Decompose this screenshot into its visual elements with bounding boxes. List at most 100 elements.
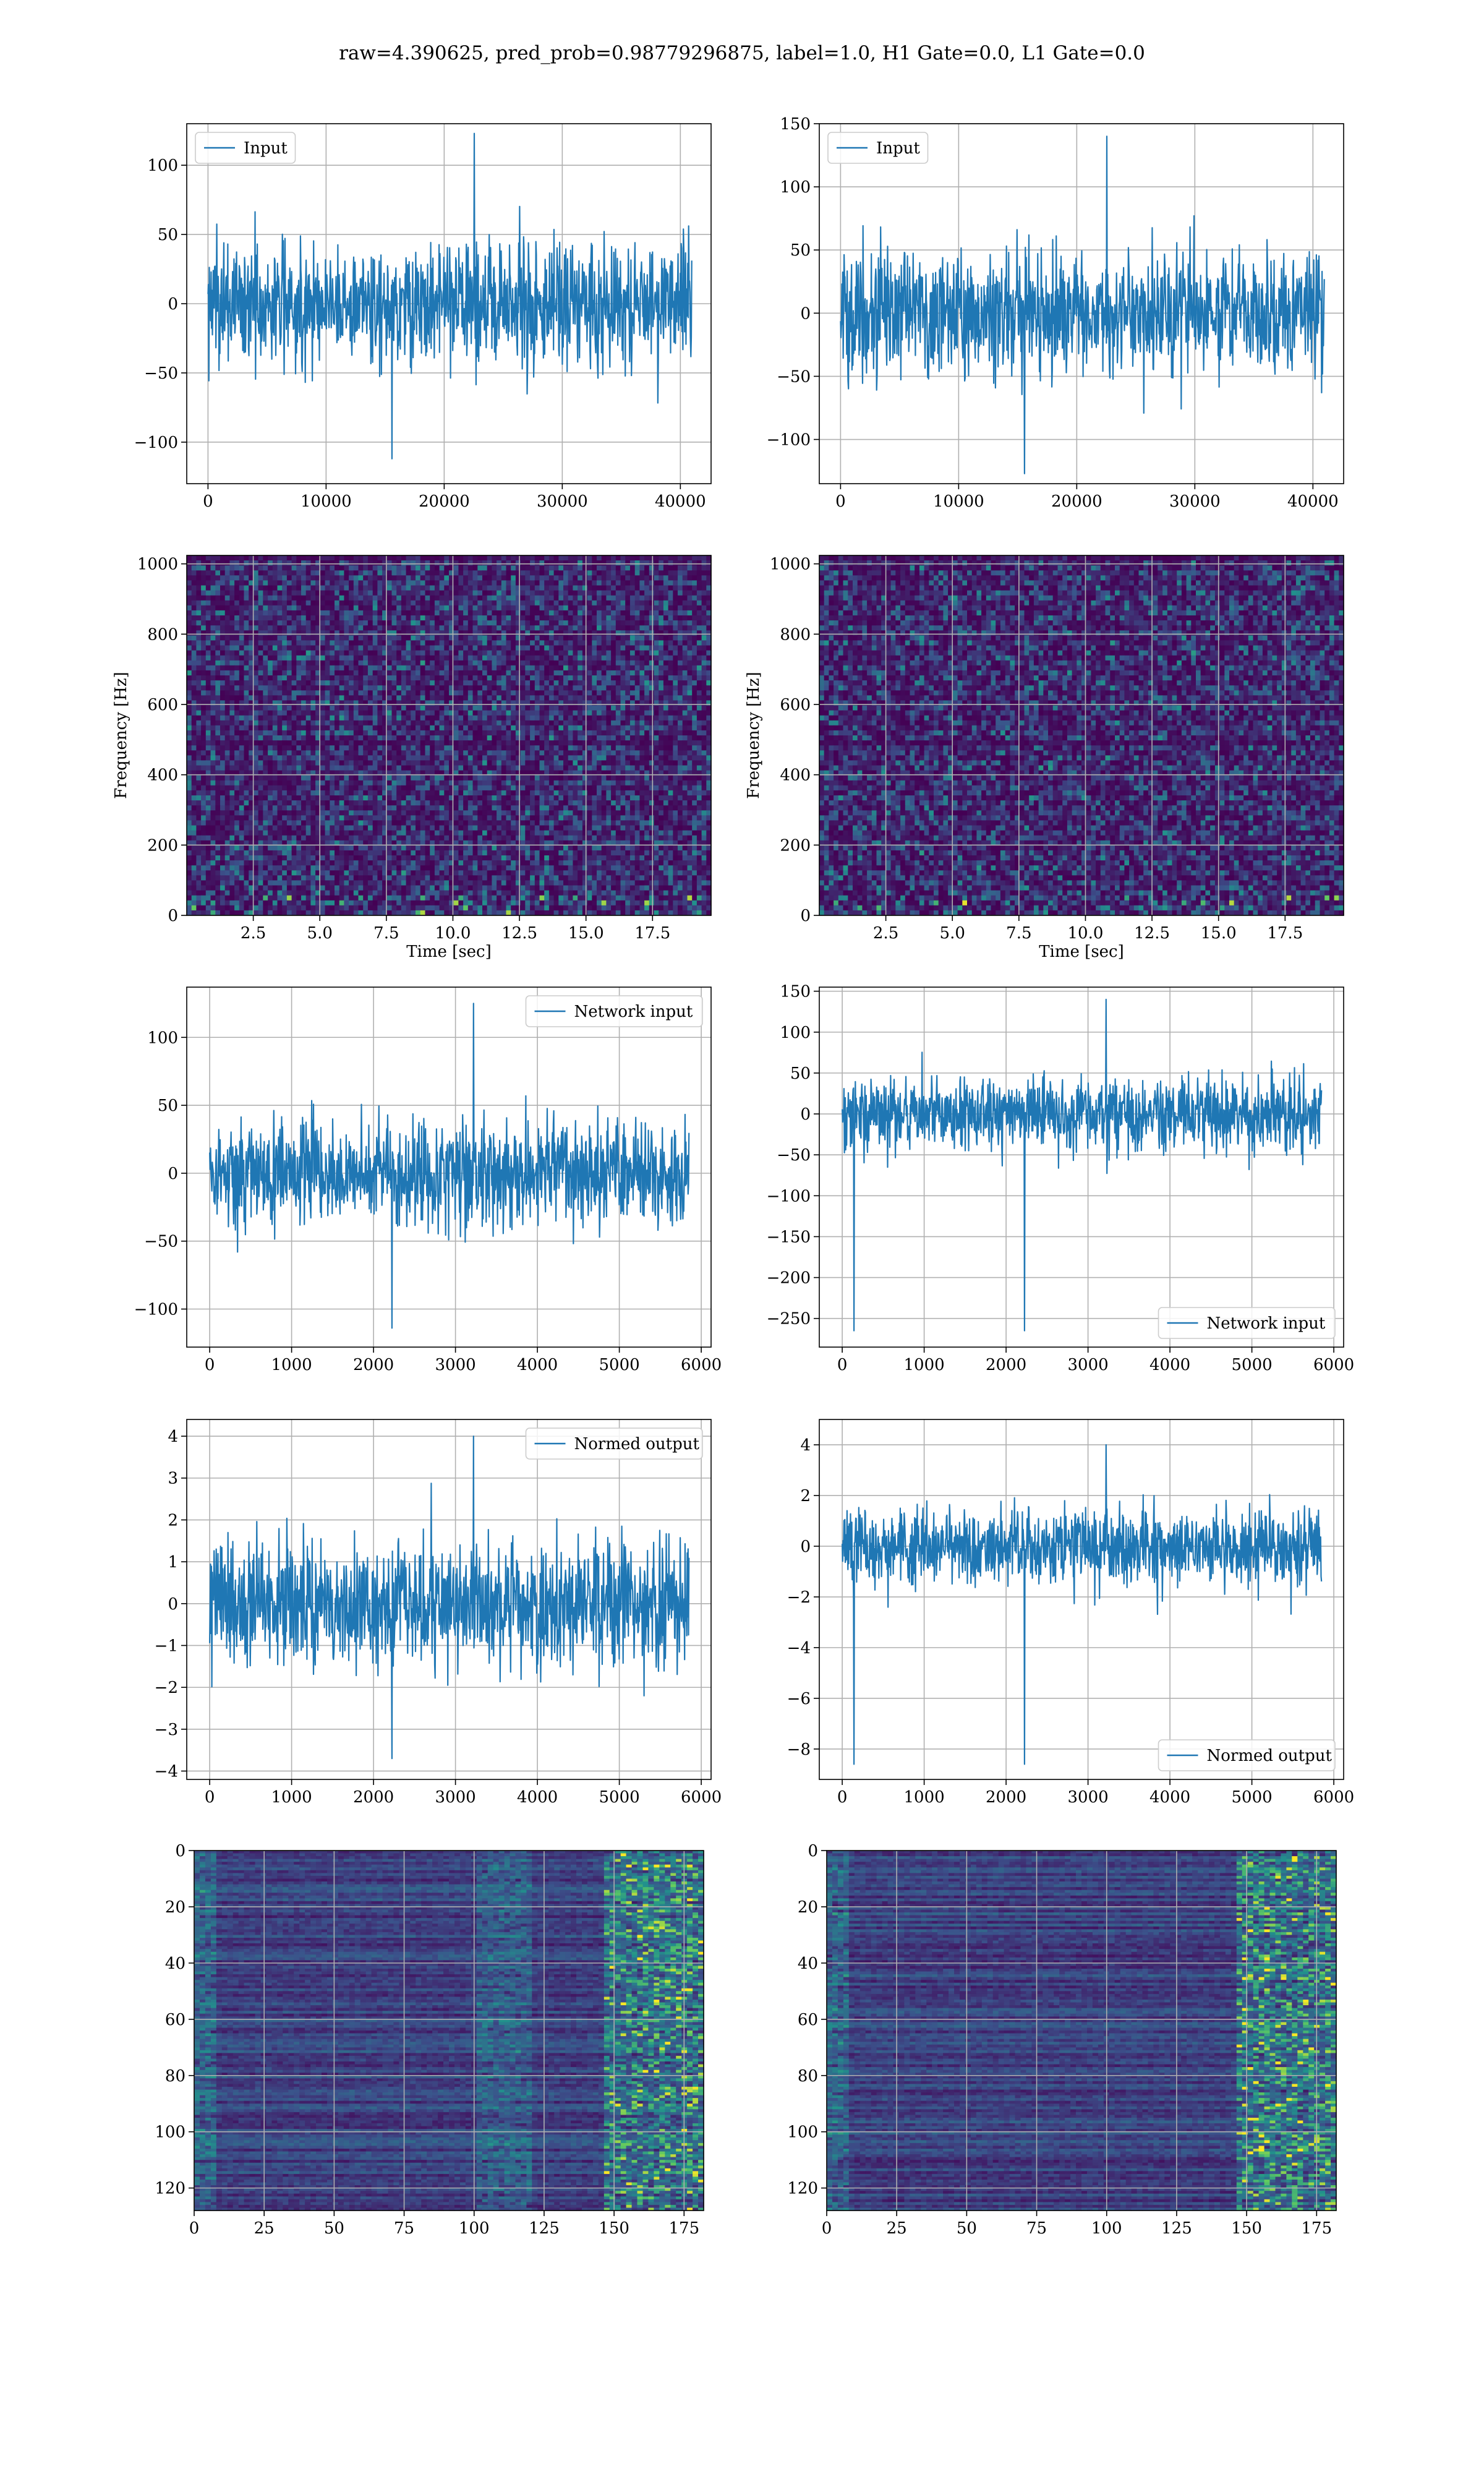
spectrogram-cell [482,555,487,561]
spectrogram-cell [521,591,526,596]
spectrogram-cell [201,555,206,561]
spectrogram-cell [244,591,249,596]
spectrogram-cell [602,565,607,571]
spectrogram-cell [278,586,283,591]
spectrogram-cell [692,555,697,561]
spectrogram-cell [544,565,549,571]
spectrogram-cell [301,591,306,596]
spectrogram-cell [492,565,497,571]
spectrogram-cell [254,580,258,586]
spectrogram-cell [673,565,678,571]
spectrogram-cell [540,555,545,561]
spectrogram-cell [435,565,440,571]
spectrogram-cell [201,560,206,566]
spectrogram-cell [697,586,702,591]
spectrogram-cell [196,591,201,596]
spectrogram-cell [301,575,306,581]
spectrogram-cell [220,570,225,576]
spectrogram-cell [492,591,497,596]
spectrogram-cell [616,586,621,591]
spectrogram-cell [292,555,297,561]
spectrogram-cell [196,565,201,571]
spectrogram-cell [229,570,234,576]
spectrogram-cell [444,596,449,601]
spectrogram-cell [673,570,678,576]
y-tick-label: 50 [158,226,178,244]
spectrogram-cell [192,586,197,591]
legend: Input [195,132,296,163]
spectrogram-cell [273,575,278,581]
spectrogram-cell [377,596,382,601]
spectrogram-cell [582,575,587,581]
spectrogram-cell [540,591,545,596]
spectrogram-cell [278,555,283,561]
spectrogram-cell [335,596,339,601]
spectrogram-cell [639,591,644,596]
spectrogram-cell [292,575,297,581]
spectrogram-cell [349,555,354,561]
spectrogram-cell [373,575,378,581]
spectrogram-cell [587,570,592,576]
spectrogram-cell [206,580,211,586]
spectrogram-cell [673,580,678,586]
spectrogram-cell [473,575,478,581]
spectrogram-cell [187,575,192,581]
spectrogram-cell [458,565,463,571]
spectrogram-cell [330,596,335,601]
spectrogram-cell [330,560,335,566]
spectrogram-cell [373,596,378,601]
spectrogram-cell [192,575,197,581]
spectrogram-cell [282,580,287,586]
spectrogram-cell [683,570,688,576]
spectrogram-cell [396,560,401,566]
spectrogram-cell [306,596,311,601]
spectrogram-cell [225,555,230,561]
spectrogram-cell [292,565,297,571]
spectrogram-cell [649,565,654,571]
spectrogram-cell [530,570,535,576]
spectrogram-cell [401,596,406,601]
spectrogram-cell [310,570,315,576]
spectrogram-cell [497,596,501,601]
spectrogram-cell [582,570,587,576]
spectrogram-cell [630,575,635,581]
spectrogram-cell [301,570,306,576]
spectrogram-cell [558,565,563,571]
spectrogram-cell [540,570,545,576]
spectrogram-cell [373,555,378,561]
spectrogram-cell [582,580,587,586]
spectrogram-cell [287,586,292,591]
spectrogram-cell [602,586,607,591]
spectrogram-cell [254,591,258,596]
spectrogram-cell [454,565,459,571]
spectrogram-cell [282,586,287,591]
spectrogram-cell [330,580,335,586]
spectrogram-cell [444,560,449,566]
spectrogram-cell [482,560,487,566]
spectrogram-cell [477,565,482,571]
spectrogram-cell [354,591,359,596]
spectrogram-cell [206,565,211,571]
spectrogram-cell [587,586,592,591]
spectrogram-cell [692,560,697,566]
spectrogram-cell [416,570,420,576]
spectrogram-cell [525,560,530,566]
spectrogram-cell [630,591,635,596]
spectrogram-cell [296,560,301,566]
spectrogram-cell [306,575,311,581]
spectrogram-cell [654,580,659,586]
spectrogram-cell [654,570,659,576]
spectrogram-cell [487,570,492,576]
spectrogram-cell [192,555,197,561]
spectrogram-cell [292,586,297,591]
spectrogram-cell [625,570,630,576]
spectrogram-cell [373,580,378,586]
spectrogram-cell [325,596,330,601]
spectrogram-cell [649,560,654,566]
spectrogram-cell [540,560,545,566]
spectrogram-cell [568,575,573,581]
spectrogram-cell [639,575,644,581]
subplot-h1_spectrogram: 2.5 5.0 7.5 10.0 12.5 15.0 17.5020040060080010… [112,555,712,961]
spectrogram-cell [458,591,463,596]
